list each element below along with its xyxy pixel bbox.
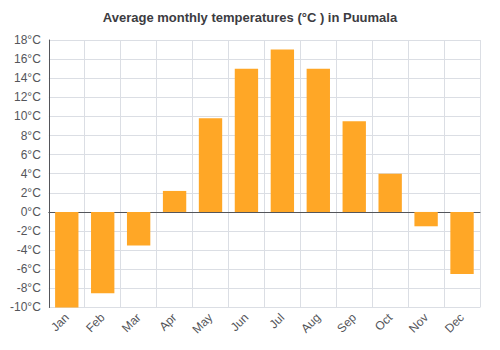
svg-text:Nov: Nov xyxy=(406,311,431,336)
svg-text:0°C: 0°C xyxy=(21,205,41,219)
svg-text:14°C: 14°C xyxy=(14,71,41,85)
svg-text:-6°C: -6°C xyxy=(17,262,41,276)
svg-text:8°C: 8°C xyxy=(21,129,41,143)
svg-text:Average monthly temperatures (: Average monthly temperatures (°C ) in Pu… xyxy=(103,10,398,25)
svg-text:Dec: Dec xyxy=(442,311,467,336)
svg-text:4°C: 4°C xyxy=(21,167,41,181)
svg-text:Feb: Feb xyxy=(83,310,108,335)
svg-text:-8°C: -8°C xyxy=(17,281,41,295)
svg-text:Sep: Sep xyxy=(334,310,359,335)
svg-text:Mar: Mar xyxy=(119,311,144,335)
svg-text:Apr: Apr xyxy=(156,311,179,334)
svg-text:Oct: Oct xyxy=(372,310,396,334)
svg-text:Aug: Aug xyxy=(298,311,323,336)
svg-text:16°C: 16°C xyxy=(14,52,41,66)
svg-text:-4°C: -4°C xyxy=(17,243,41,257)
svg-text:12°C: 12°C xyxy=(14,90,41,104)
svg-text:May: May xyxy=(190,311,216,337)
svg-text:-2°C: -2°C xyxy=(17,224,41,238)
svg-text:Jun: Jun xyxy=(228,311,252,335)
svg-text:18°C: 18°C xyxy=(14,33,41,47)
svg-text:-10°C: -10°C xyxy=(10,300,41,314)
svg-text:6°C: 6°C xyxy=(21,148,41,162)
svg-text:Jan: Jan xyxy=(48,311,72,335)
svg-text:2°C: 2°C xyxy=(21,186,41,200)
svg-text:Jul: Jul xyxy=(267,311,288,332)
svg-text:10°C: 10°C xyxy=(14,109,41,123)
